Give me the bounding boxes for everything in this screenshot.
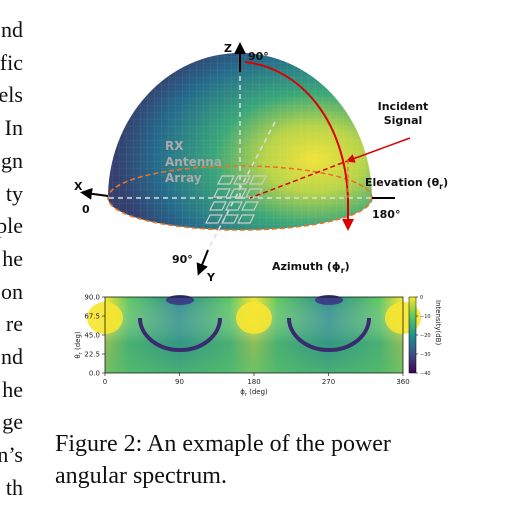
hemisphere: Z 90° Incident Signal RX Antenna Array X 0 … [74,42,448,284]
text-fragment: ple [0,213,23,239]
x-axis-label: X [74,180,83,193]
text-fragment: th [5,474,23,500]
x-tick-label: 270 [322,378,335,386]
text-fragment: n’s [0,442,23,468]
caption-line: Figure 2: An exmaple of the power [55,431,391,457]
rx-array-label: RX Antenna Array [165,139,222,185]
x-tick-label: 90 [175,378,184,386]
x-tick-label: 0 [103,378,107,386]
heatmap: 90.067.545.022.50.00 90 180 270 3600−10−20−3… [74,294,442,399]
heatmap-y-label: θr (deg) [74,331,84,359]
colorbar-tick-label: −30 [420,352,431,358]
colorbar-tick-label: 0 [420,295,423,301]
colorbar-tick-label: −20 [420,333,431,339]
azimuth-label: Azimuth (ϕr) [272,260,350,275]
figure: Z 90° Incident Signal RX Antenna Array X 0 … [74,42,448,399]
caption: Figure 2: An exmaple of the power angula… [55,428,391,492]
text-fragment: In [4,115,23,141]
x-tick-label: 360 [396,378,409,386]
elevation-label: Elevation (θr) [365,176,448,191]
y-angle: 90° [172,253,193,266]
text-fragment: ty [5,180,23,206]
y-tick-label: 22.5 [84,351,100,359]
y-axis-label: Y [206,271,216,284]
caption-line: angular spectrum. [55,463,227,489]
y-tick-label: 45.0 [84,332,100,340]
text-fragment: els [0,82,23,108]
text-fragment: fic [0,49,23,75]
colorbar-tick-label: −40 [420,371,431,377]
z-angle: 90° [248,50,269,63]
text-fragment: ge [2,409,23,435]
heatmap-x-label: ϕr (deg) [240,388,268,398]
text-fragment: he [2,376,23,402]
text-fragment: nd [1,17,23,42]
text-fragment: re [5,311,23,337]
y-tick-label: 0.0 [89,370,100,378]
x-angle: 0 [82,203,90,216]
text-fragment: nd [1,344,23,369]
text-fragment: on [1,278,23,304]
z-axis-label: Z [224,42,232,55]
colorbar-label: Intensity(dB) [434,300,442,345]
text-fragment: he [2,245,23,271]
colorbar-tick-label: −10 [420,314,431,320]
incident-signal: Incident Signal [378,100,429,127]
elevation-angle: 180° [372,208,400,221]
text-fragment: gn [1,147,23,173]
y-tick-label: 90.0 [84,294,100,302]
y-tick-label: 67.5 [84,313,100,321]
x-tick-label: 180 [247,378,260,386]
